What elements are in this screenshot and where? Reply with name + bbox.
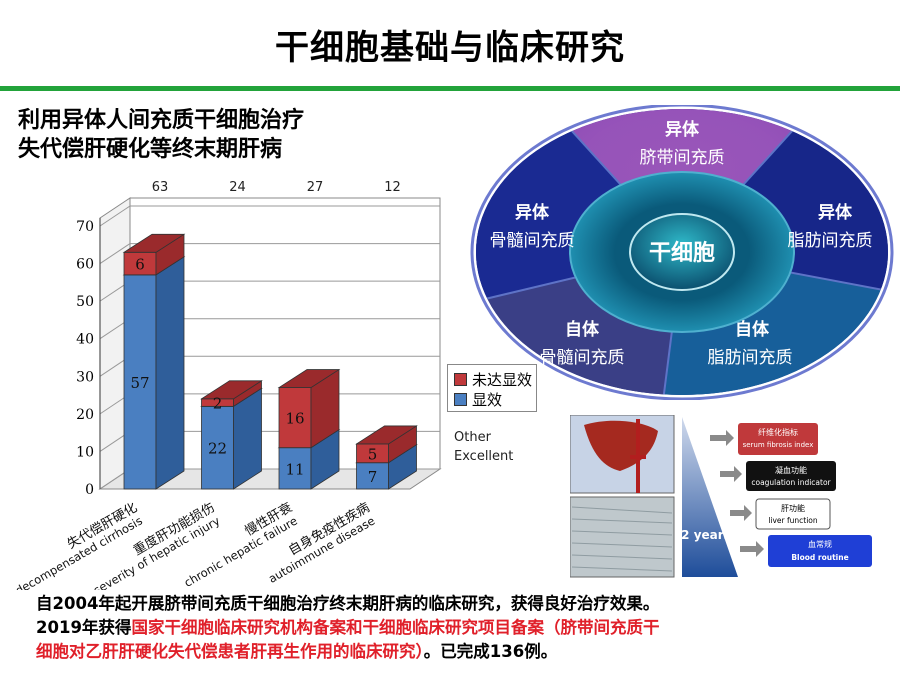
period-label: 2 years (681, 528, 731, 542)
donut-center-label: 干细胞 (649, 240, 715, 266)
gridline-diagonal (99, 243, 131, 264)
segment-label-line1: 异体 (818, 202, 853, 223)
data-label: 2 (213, 395, 223, 413)
data-label: 22 (208, 440, 227, 458)
data-label: 57 (130, 374, 149, 392)
box-label-cn: 凝血功能 (775, 465, 807, 475)
box-blood-routine (768, 535, 872, 567)
total-label: 12 (384, 180, 401, 195)
box-label-cn: 肝功能 (781, 503, 805, 513)
total-label: 63 (152, 180, 169, 195)
legend-en-excellent: Excellent (454, 449, 514, 464)
stem-cell-donut: 干细胞 异体 脐带间充质 异体 脂肪间充质 自体 脂肪间充质 自体 骨髓间充质 … (470, 105, 894, 400)
bar-chart: 01020304050607057663失代偿肝硬化decompensated … (13, 180, 442, 590)
subtitle-line-2: 失代偿肝硬化等终末期肝病 (18, 137, 283, 162)
follow-up-graphic: 2 years 纤维化指标 serum fibrosis index 凝血功能 … (570, 415, 872, 578)
segment-label-line2: 脂肪间充质 (788, 231, 873, 251)
box-liver-function (755, 498, 831, 530)
box-label-en: Blood routine (791, 553, 848, 562)
page-title: 干细胞基础与临床研究 (275, 28, 625, 68)
subtitle-line-1: 利用异体人间充质干细胞治疗 (18, 108, 305, 133)
data-label: 7 (368, 468, 378, 486)
y-tick-label: 30 (76, 369, 94, 385)
title-divider (0, 86, 900, 91)
donut-center (629, 213, 735, 291)
slide-subtitle: 利用异体人间充质干细胞治疗 失代偿肝硬化等终末期肝病 (18, 106, 304, 164)
legend-item-not-effective: 未达显效 (454, 370, 533, 389)
segment-label-line1: 异体 (665, 119, 700, 140)
box-label-cn: 纤维化指标 (758, 427, 798, 437)
bar-not-effective-top (122, 233, 186, 253)
summary-line-1: 自2004年起开展脐带间充质干细胞治疗终末期肝病的临床研究，获得良好治疗效果。 (36, 594, 660, 613)
segment-label-line1: 自体 (565, 319, 600, 340)
box-label-en: liver function (768, 516, 818, 525)
chart-legend: 未达显效 显效 (447, 364, 537, 412)
bar-not-effective-top (355, 425, 418, 445)
summary-text-black: 。已完成136例。 (423, 642, 558, 661)
bar-effective (123, 274, 157, 490)
data-label: 6 (135, 256, 145, 274)
segment-label-line2: 骨髓间充质 (490, 231, 575, 251)
summary-line-3: 细胞对乙肝肝硬化失代偿患者肝再生作用的临床研究）。已完成136例。 (36, 640, 886, 664)
bar-not-effective-top (200, 380, 263, 400)
bar-effective-side (155, 256, 185, 490)
legend-label: 未达显效 (472, 370, 533, 389)
y-tick-label: 50 (76, 294, 94, 310)
summary-text-highlight: 国家干细胞临床研究机构备案和干细胞临床研究项目备案（脐带间充质干 (131, 618, 660, 637)
summary-text-black: 2019年获得 (36, 618, 132, 637)
bar-effective (278, 447, 312, 490)
arrows (710, 430, 764, 557)
segment-label-line1: 异体 (515, 202, 550, 223)
histology-texture (571, 506, 673, 572)
y-tick-label: 70 (76, 219, 94, 235)
summary-text: 自2004年起开展脐带间充质干细胞治疗终末期肝病的临床研究，获得良好治疗效果。 … (36, 592, 886, 664)
time-triangle (682, 417, 738, 577)
histology-image (570, 496, 675, 578)
segment-label-line2: 脐带间充质 (640, 148, 725, 168)
box-label-cn: 血常规 (808, 539, 832, 549)
summary-text-highlight: 细胞对乙肝肝硬化失代偿患者肝再生作用的临床研究） (36, 642, 424, 661)
data-label: 11 (285, 460, 304, 478)
y-tick-label: 10 (76, 444, 94, 460)
y-tick-label: 40 (76, 332, 94, 348)
box-coagulation (746, 461, 836, 491)
gridline-diagonal (99, 205, 131, 227)
bar-effective (356, 462, 389, 490)
bar-not-effective-top (277, 369, 341, 388)
total-label: 27 (307, 180, 324, 195)
legend-swatch-red (454, 372, 467, 386)
total-label: 24 (229, 180, 246, 195)
y-tick-label: 0 (85, 482, 94, 498)
y-tick-label: 60 (76, 257, 94, 273)
legend-swatch-blue (454, 392, 467, 406)
chart-layer: 01020304050607057663失代偿肝硬化decompensated … (13, 180, 442, 590)
segment-label-line1: 自体 (735, 319, 770, 340)
data-label: 16 (285, 410, 304, 428)
legend-item-effective: 显效 (454, 390, 503, 409)
data-label: 5 (368, 445, 378, 463)
box-label-en: serum fibrosis index (743, 441, 814, 449)
box-fibrosis (738, 423, 818, 455)
segment-label-line2: 骨髓间充质 (540, 348, 625, 368)
legend-english: Other Excellent (454, 428, 513, 466)
summary-line-2: 2019年获得国家干细胞临床研究机构备案和干细胞临床研究项目备案（脐带间充质干 (36, 616, 886, 640)
legend-en-other: Other (454, 430, 491, 445)
box-label-en: coagulation indicator (751, 478, 831, 487)
y-tick-label: 20 (76, 407, 94, 423)
segment-label-line2: 脂肪间充质 (708, 348, 793, 368)
legend-label: 显效 (472, 390, 503, 409)
